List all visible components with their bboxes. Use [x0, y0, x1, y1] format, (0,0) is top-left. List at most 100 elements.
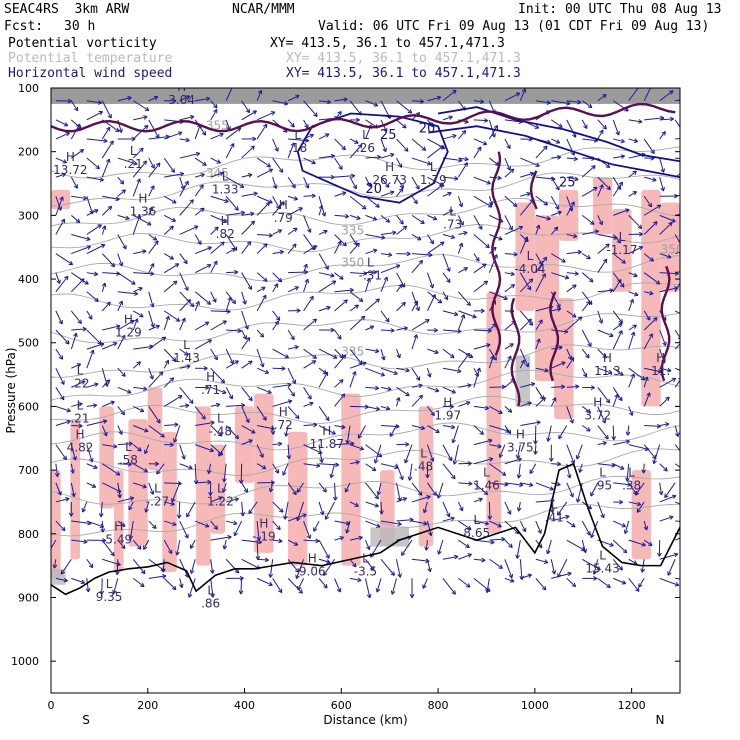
- wind-vector: [179, 317, 186, 331]
- wind-vector: [210, 214, 227, 223]
- wind-vector: [117, 443, 133, 446]
- wind-vector: [51, 539, 57, 550]
- wind-vector-head: [144, 449, 149, 455]
- extremum-value: .73: [443, 217, 462, 231]
- wind-vector: [489, 463, 506, 476]
- wind-vector-head: [425, 474, 430, 479]
- wind-vector-head: [385, 218, 391, 223]
- wind-vector: [458, 157, 469, 161]
- wind-vector: [256, 123, 268, 140]
- wind-vector: [241, 241, 252, 254]
- wind-vector-head: [549, 486, 554, 491]
- wind-vector-head: [210, 420, 215, 426]
- wind-vector-head: [556, 155, 562, 160]
- wind-vector-head: [355, 242, 360, 248]
- wind-vector: [644, 291, 654, 295]
- wind-vector-head: [185, 403, 190, 409]
- wind-vector: [148, 575, 167, 579]
- wind-vector-head: [647, 202, 653, 208]
- wind-vector-head: [138, 286, 143, 292]
- wind-vector-head: [284, 432, 289, 437]
- wind-vector-head: [522, 527, 527, 533]
- wind-vector: [70, 310, 82, 324]
- extremum-value: -1.17: [606, 243, 637, 257]
- wind-vector: [427, 96, 441, 102]
- wind-vector-head: [101, 225, 107, 230]
- wind-vector-head: [370, 566, 375, 571]
- wind-vector-head: [689, 191, 693, 195]
- wind-vector-head: [287, 399, 293, 404]
- wind-vector: [504, 92, 521, 102]
- wind-vector-head: [476, 367, 482, 372]
- wind-vector: [164, 424, 179, 427]
- wind-vector-head: [189, 114, 195, 120]
- x-tick-label: 1000: [521, 699, 549, 712]
- wind-vector-head: [383, 127, 388, 133]
- wind-vector: [590, 520, 599, 538]
- wind-vector: [148, 263, 155, 273]
- wind-vector: [519, 272, 532, 291]
- wind-vector-head: [515, 92, 521, 97]
- wind-vector-head: [312, 354, 317, 359]
- wind-vector: [133, 463, 148, 473]
- wind-vector: [210, 348, 218, 361]
- humidity-shade: [210, 444, 226, 534]
- wind-vector: [504, 501, 512, 515]
- theta-contour: [51, 475, 680, 505]
- wind-vector: [86, 520, 104, 528]
- wind-vector: [380, 276, 388, 292]
- wind-vector: [551, 156, 561, 159]
- wind-vector-head: [222, 218, 228, 224]
- wind-vector: [71, 272, 89, 285]
- wind-vector: [287, 243, 297, 254]
- wind-vector: [458, 291, 471, 306]
- wind-vector-head: [530, 382, 536, 387]
- wind-vector: [520, 192, 531, 197]
- extremum-letter: H: [656, 351, 665, 365]
- wind-vector-head: [222, 488, 227, 493]
- wind-vector-head: [291, 379, 297, 385]
- wind-vector: [427, 425, 440, 433]
- wind-vector-head: [589, 220, 595, 225]
- wind-vector-head: [552, 397, 557, 402]
- wind-vector-head: [107, 114, 112, 119]
- wind-vector-head: [586, 408, 591, 413]
- wind-vector-head: [374, 503, 379, 508]
- wind-vector: [597, 348, 607, 359]
- wind-vector-head: [537, 529, 542, 534]
- wind-vector: [148, 157, 155, 169]
- wind-vector: [612, 394, 619, 407]
- wind-vector-head: [278, 168, 284, 173]
- extremum-value: -.19: [252, 529, 275, 543]
- wind-vector: [164, 173, 184, 178]
- wind-vector-head: [593, 186, 598, 192]
- wind-vector-head: [484, 405, 490, 411]
- theta-contour: [51, 224, 680, 253]
- wind-vector-head: [467, 525, 472, 531]
- wind-vector-head: [344, 488, 349, 493]
- wind-vector: [86, 329, 102, 345]
- wind-vector-head: [609, 542, 614, 547]
- wind-vector: [256, 168, 273, 178]
- wind-vector-head: [234, 206, 239, 211]
- y-tick-label: 400: [18, 273, 39, 286]
- wind-vector: [210, 559, 214, 574]
- wind-vector-head: [237, 328, 242, 334]
- wind-vector: [458, 577, 471, 588]
- wind-vector-head: [625, 439, 631, 445]
- wind-vector-head: [585, 353, 590, 359]
- wind-vector-head: [231, 248, 236, 253]
- wind-vector-head: [252, 110, 257, 115]
- wind-vector: [529, 463, 537, 474]
- wind-vector: [389, 425, 397, 437]
- wind-vector: [210, 386, 227, 394]
- wind-vector-head: [294, 345, 299, 350]
- wind-vector: [179, 152, 200, 159]
- wind-vector-head: [429, 284, 435, 289]
- wind-vector: [674, 119, 680, 129]
- wind-vector: [148, 368, 154, 380]
- wind-vector-head: [355, 460, 360, 465]
- wind-vector: [473, 425, 484, 435]
- wind-vector: [288, 138, 309, 142]
- wind-vector-head: [313, 527, 318, 532]
